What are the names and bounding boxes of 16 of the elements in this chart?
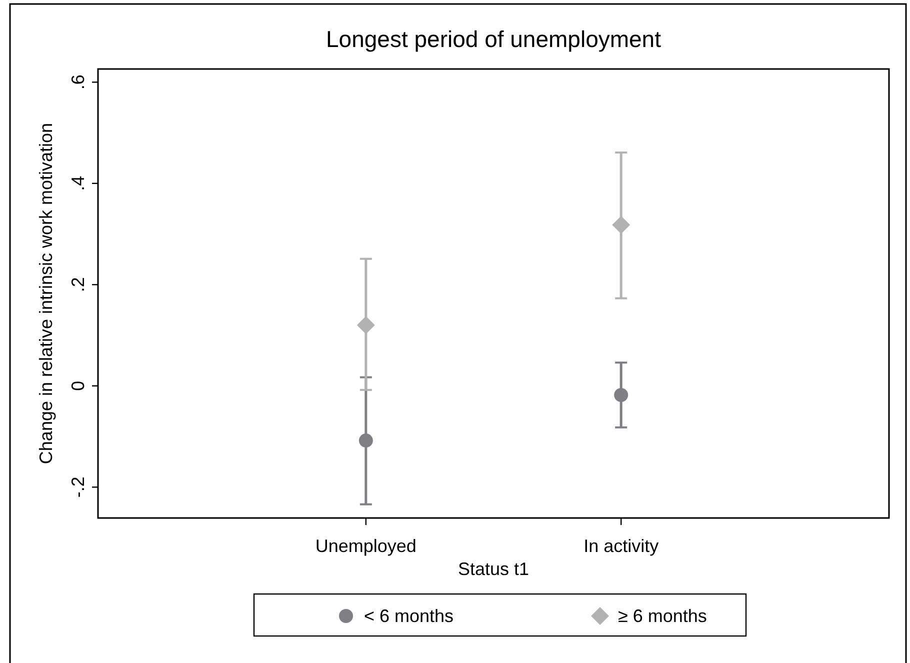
x-axis-title: Status t1: [458, 559, 530, 579]
point: [612, 216, 630, 234]
point: [356, 316, 375, 334]
y-tick-label: .4: [68, 176, 88, 191]
chart-title: Longest period of unemployment: [326, 26, 662, 52]
y-tick-label: 0: [68, 380, 88, 391]
y-tick-label: .2: [68, 277, 88, 292]
y-tick-label: -.2: [68, 476, 88, 498]
point: [358, 434, 373, 448]
y-tick-label: .6: [68, 74, 88, 90]
x-tick-label: Unemployed: [315, 536, 416, 556]
point: [614, 388, 628, 402]
x-tick-label: In activity: [584, 536, 659, 556]
legend-label: ≥ 6 months: [618, 606, 707, 626]
legend-label: < 6 months: [364, 606, 454, 626]
y-axis-title: Change in relative intrinsic work motivation: [36, 122, 56, 464]
